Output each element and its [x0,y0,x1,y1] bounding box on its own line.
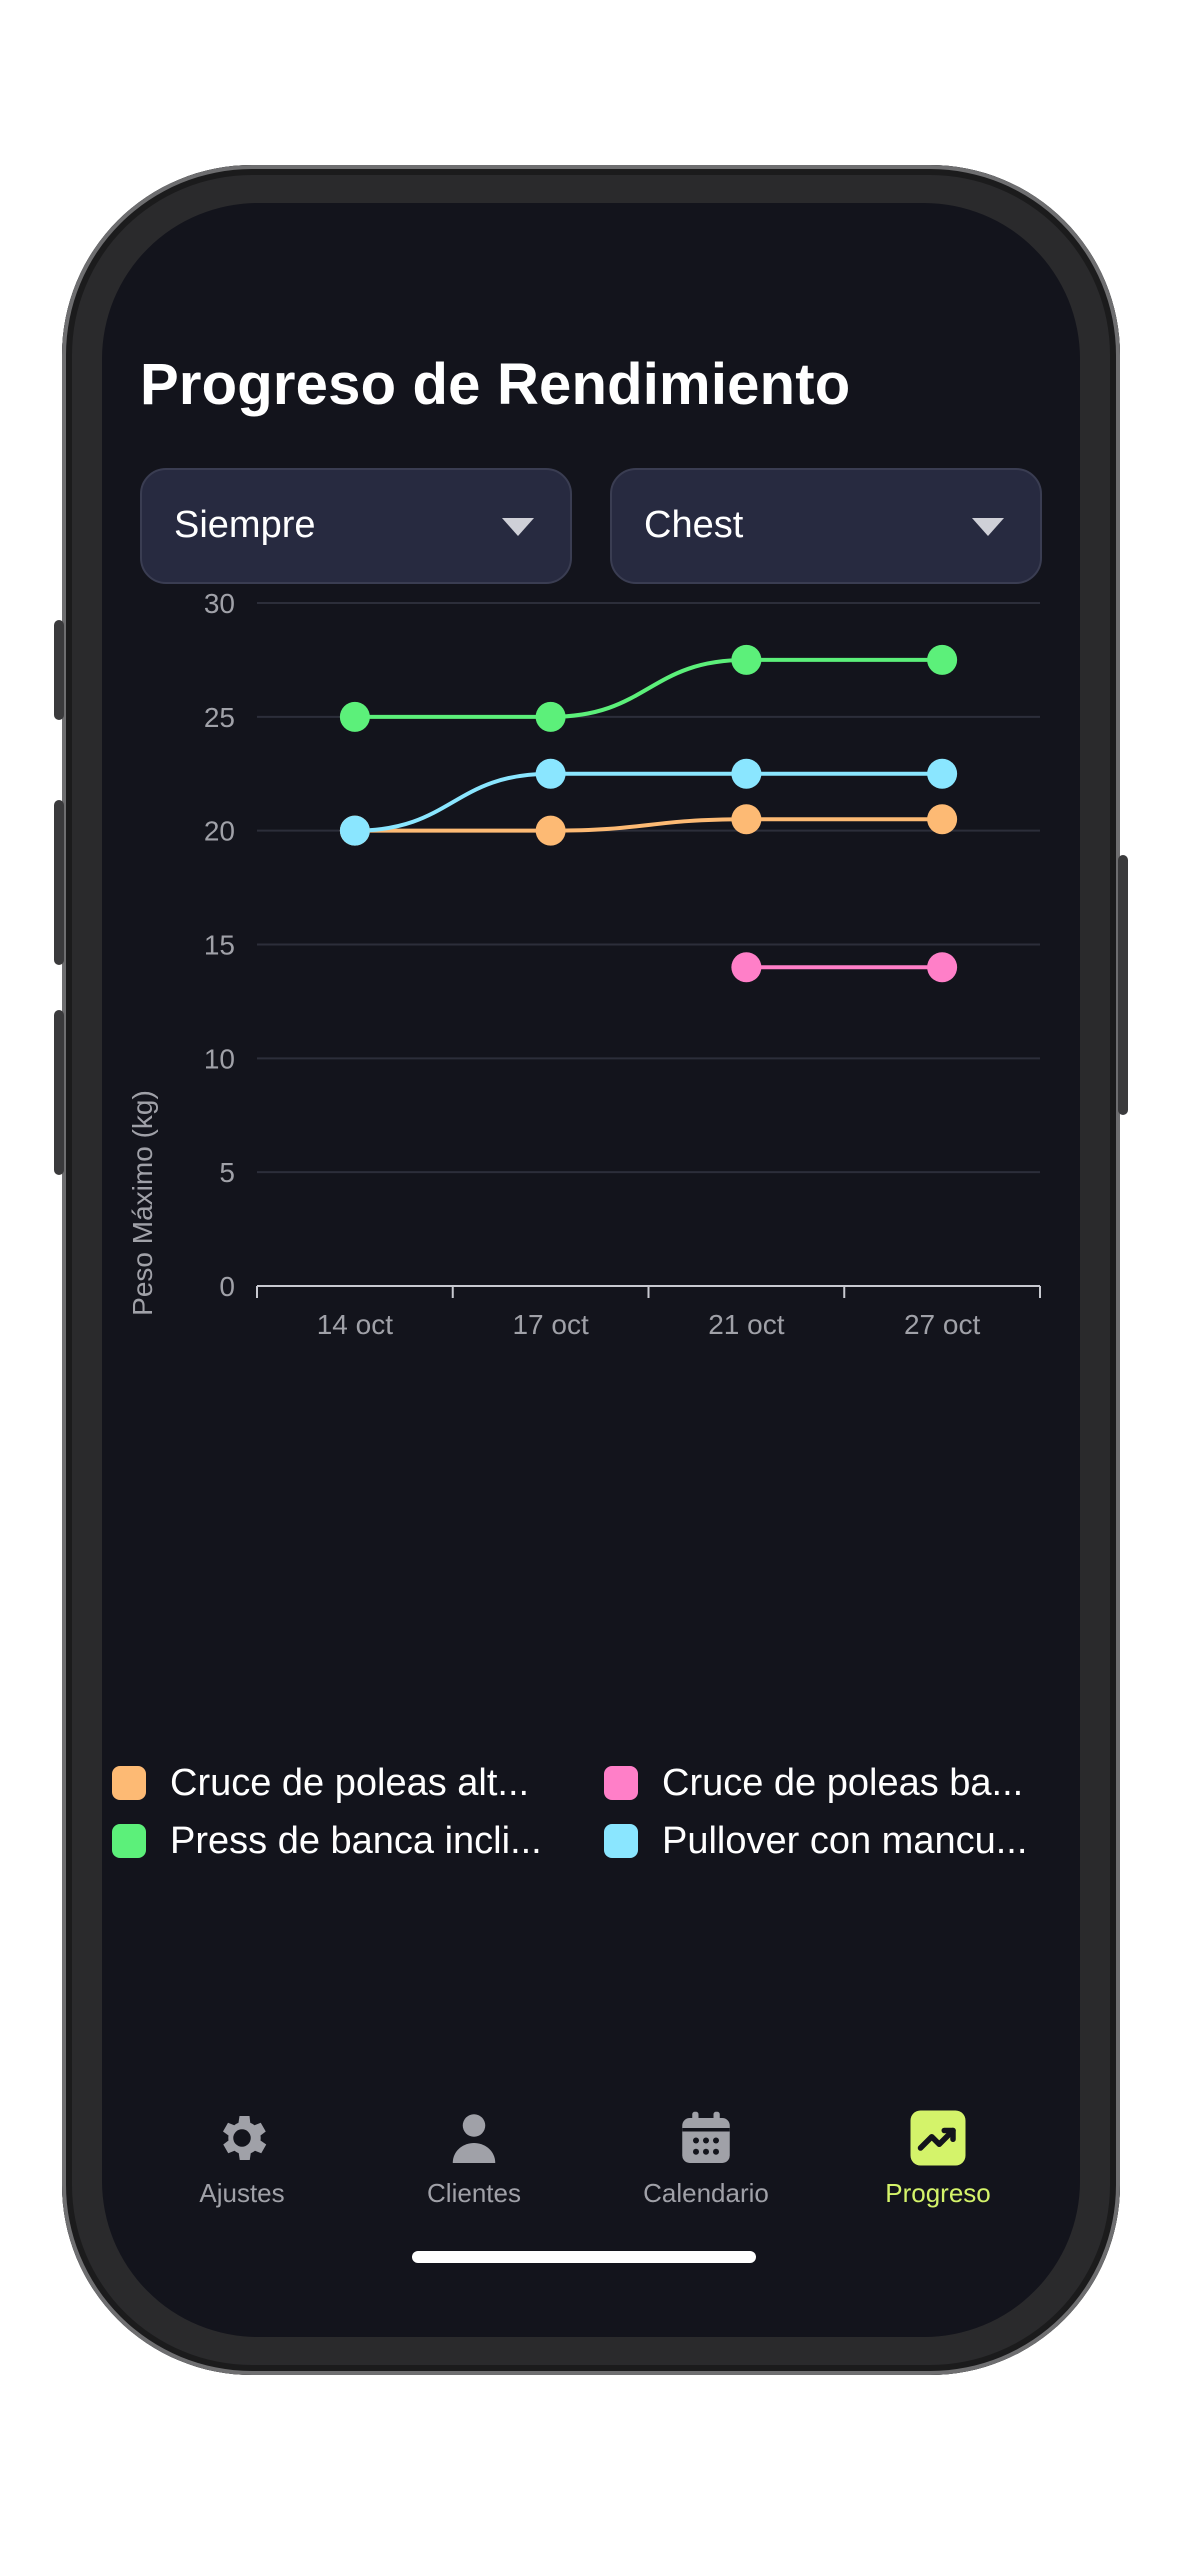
tab-label: Clientes [427,2178,521,2208]
calendar-icon [682,2111,730,2163]
legend-label: Cruce de poleas ba... [662,1761,1024,1804]
data-point[interactable] [339,701,370,732]
legend-item[interactable]: Press de banca incli... [112,1816,542,1866]
tab-label: Ajustes [199,2178,285,2208]
home-indicator [412,2251,756,2263]
bottom-tab-bar: Ajustes Clientes Calendario [102,2108,1080,2228]
side-button-power [1118,855,1128,1115]
tab-clientes[interactable]: Clientes [374,2108,574,2228]
series-line-0 [354,817,943,833]
trending-up-icon [910,2110,966,2166]
data-point[interactable] [927,952,958,983]
chart-series [339,644,958,983]
data-point[interactable] [731,804,762,835]
side-button-volume-down [54,1010,64,1175]
legend-item[interactable]: Cruce de poleas ba... [604,1758,1023,1808]
data-point[interactable] [731,758,762,789]
side-button-volume-up [54,800,64,965]
y-tick-label: 30 [204,588,235,619]
chevron-down-icon [972,518,1004,536]
y-tick-label: 20 [204,816,235,847]
y-tick-label: 25 [204,702,235,733]
x-tick-label: 14 oct [317,1309,393,1340]
y-tick-label: 0 [219,1271,235,1302]
data-point[interactable] [927,758,958,789]
period-dropdown[interactable]: Siempre [140,468,572,584]
chart-axes: 0 5 10 15 20 25 30 14 oct 17 oct 21 oct 27 oct [204,588,1041,1340]
gear-icon [223,2116,267,2160]
y-tick-label: 15 [204,930,235,961]
tab-progreso[interactable]: Progreso [838,2108,1038,2228]
muscle-group-dropdown-value: Chest [644,504,744,546]
chevron-down-icon [502,518,534,536]
legend-item[interactable]: Cruce de poleas alt... [112,1758,529,1808]
period-dropdown-value: Siempre [174,504,316,546]
data-point[interactable] [535,815,566,846]
legend-label: Cruce de poleas alt... [170,1761,530,1804]
series-line-3 [354,771,943,833]
data-point[interactable] [927,644,958,675]
data-point[interactable] [339,815,370,846]
phone-frame: Progreso de Rendimiento Siempre Chest 0 5… [54,165,1128,2375]
legend-swatch [112,1824,146,1858]
tab-ajustes[interactable]: Ajustes [142,2108,342,2228]
page-title: Progreso de Rendimiento [140,352,851,417]
y-tick-label: 5 [219,1157,235,1188]
app-screen: Progreso de Rendimiento Siempre Chest 0 5… [102,203,1080,2337]
side-button-action [54,620,64,720]
tab-calendario[interactable]: Calendario [606,2108,806,2228]
data-point[interactable] [927,804,958,835]
legend-swatch [112,1766,146,1800]
legend-label: Press de banca incli... [170,1819,542,1862]
legend-swatch [604,1766,638,1800]
x-tick-label: 27 oct [904,1309,980,1340]
tab-label: Calendario [643,2178,769,2208]
data-point[interactable] [535,758,566,789]
data-point[interactable] [731,644,762,675]
person-icon [452,2114,496,2163]
y-tick-label: 10 [204,1043,235,1074]
data-point[interactable] [535,701,566,732]
x-tick-label: 21 oct [708,1309,784,1340]
series-line-2 [354,657,943,719]
muscle-group-dropdown[interactable]: Chest [610,468,1042,584]
progress-line-chart: 0 5 10 15 20 25 30 14 oct 17 oct 21 oct 27 oct Pes… [127,588,1041,1340]
y-axis-label: Peso Máximo (kg) [127,1090,158,1316]
legend-item[interactable]: Pullover con mancu... [604,1816,1027,1866]
legend-swatch [604,1824,638,1858]
data-point[interactable] [731,952,762,983]
x-tick-label: 17 oct [512,1309,588,1340]
tab-label: Progreso [885,2178,991,2208]
legend-label: Pullover con mancu... [662,1819,1028,1862]
